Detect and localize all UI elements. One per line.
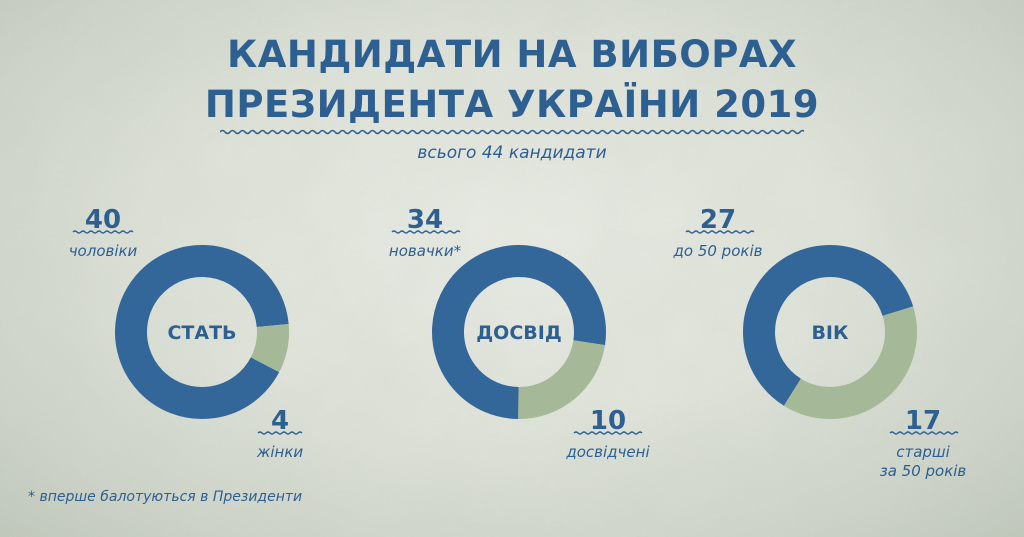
title-wave-divider (220, 129, 804, 135)
age-over50-label: старші за 50 років (868, 443, 978, 481)
stat-men-count: 40 (84, 205, 122, 235)
page-title: КАНДИДАТИ НА ВИБОРАХ ПРЕЗИДЕНТА УКРАЇНИ … (0, 30, 1024, 130)
subtitle: всього 44 кандидати (417, 143, 607, 163)
age-over50-count: 17 (904, 406, 942, 436)
age-over50-label-line2: за 50 років (879, 462, 967, 480)
stat-women-label: жінки (256, 443, 304, 461)
experience-experienced-label: досвідчені (566, 443, 650, 461)
stat-women-underline (257, 431, 303, 435)
experience-newcomers-underline (391, 230, 461, 234)
title-line-1: КАНДИДАТИ НА ВИБОРАХ (226, 33, 798, 76)
footnote: * вперше балотуються в Президенти (28, 489, 303, 505)
experience-newcomers-count: 34 (406, 205, 444, 235)
stat-men-segment (115, 245, 289, 419)
experience-experienced-segment (517, 339, 606, 419)
experience-newcomers-segment (432, 245, 606, 419)
stat-women-segment (250, 324, 289, 373)
stat-women-count: 4 (270, 406, 290, 436)
stat-center-label: СТАТЬ (167, 322, 236, 344)
experience-experienced-count: 10 (589, 406, 627, 436)
stat-men-underline (72, 230, 134, 234)
stat-men-label: чоловіки (68, 242, 138, 260)
experience-experienced-underline (573, 431, 643, 435)
experience-newcomers-label: новачки* (388, 242, 462, 260)
age-over50-segment (783, 306, 917, 419)
age-center-label: ВІК (811, 322, 849, 344)
age-under50-label: до 50 років (673, 242, 763, 260)
age-over50-underline (889, 431, 959, 435)
age-over50-label-line1: старші (896, 443, 950, 461)
age-under50-segment (743, 245, 914, 406)
age-under50-count: 27 (699, 205, 737, 235)
title-line-2: ПРЕЗИДЕНТА УКРАЇНИ 2019 (204, 83, 820, 126)
experience-center-label: ДОСВІД (476, 322, 562, 344)
age-under50-underline (685, 230, 755, 234)
